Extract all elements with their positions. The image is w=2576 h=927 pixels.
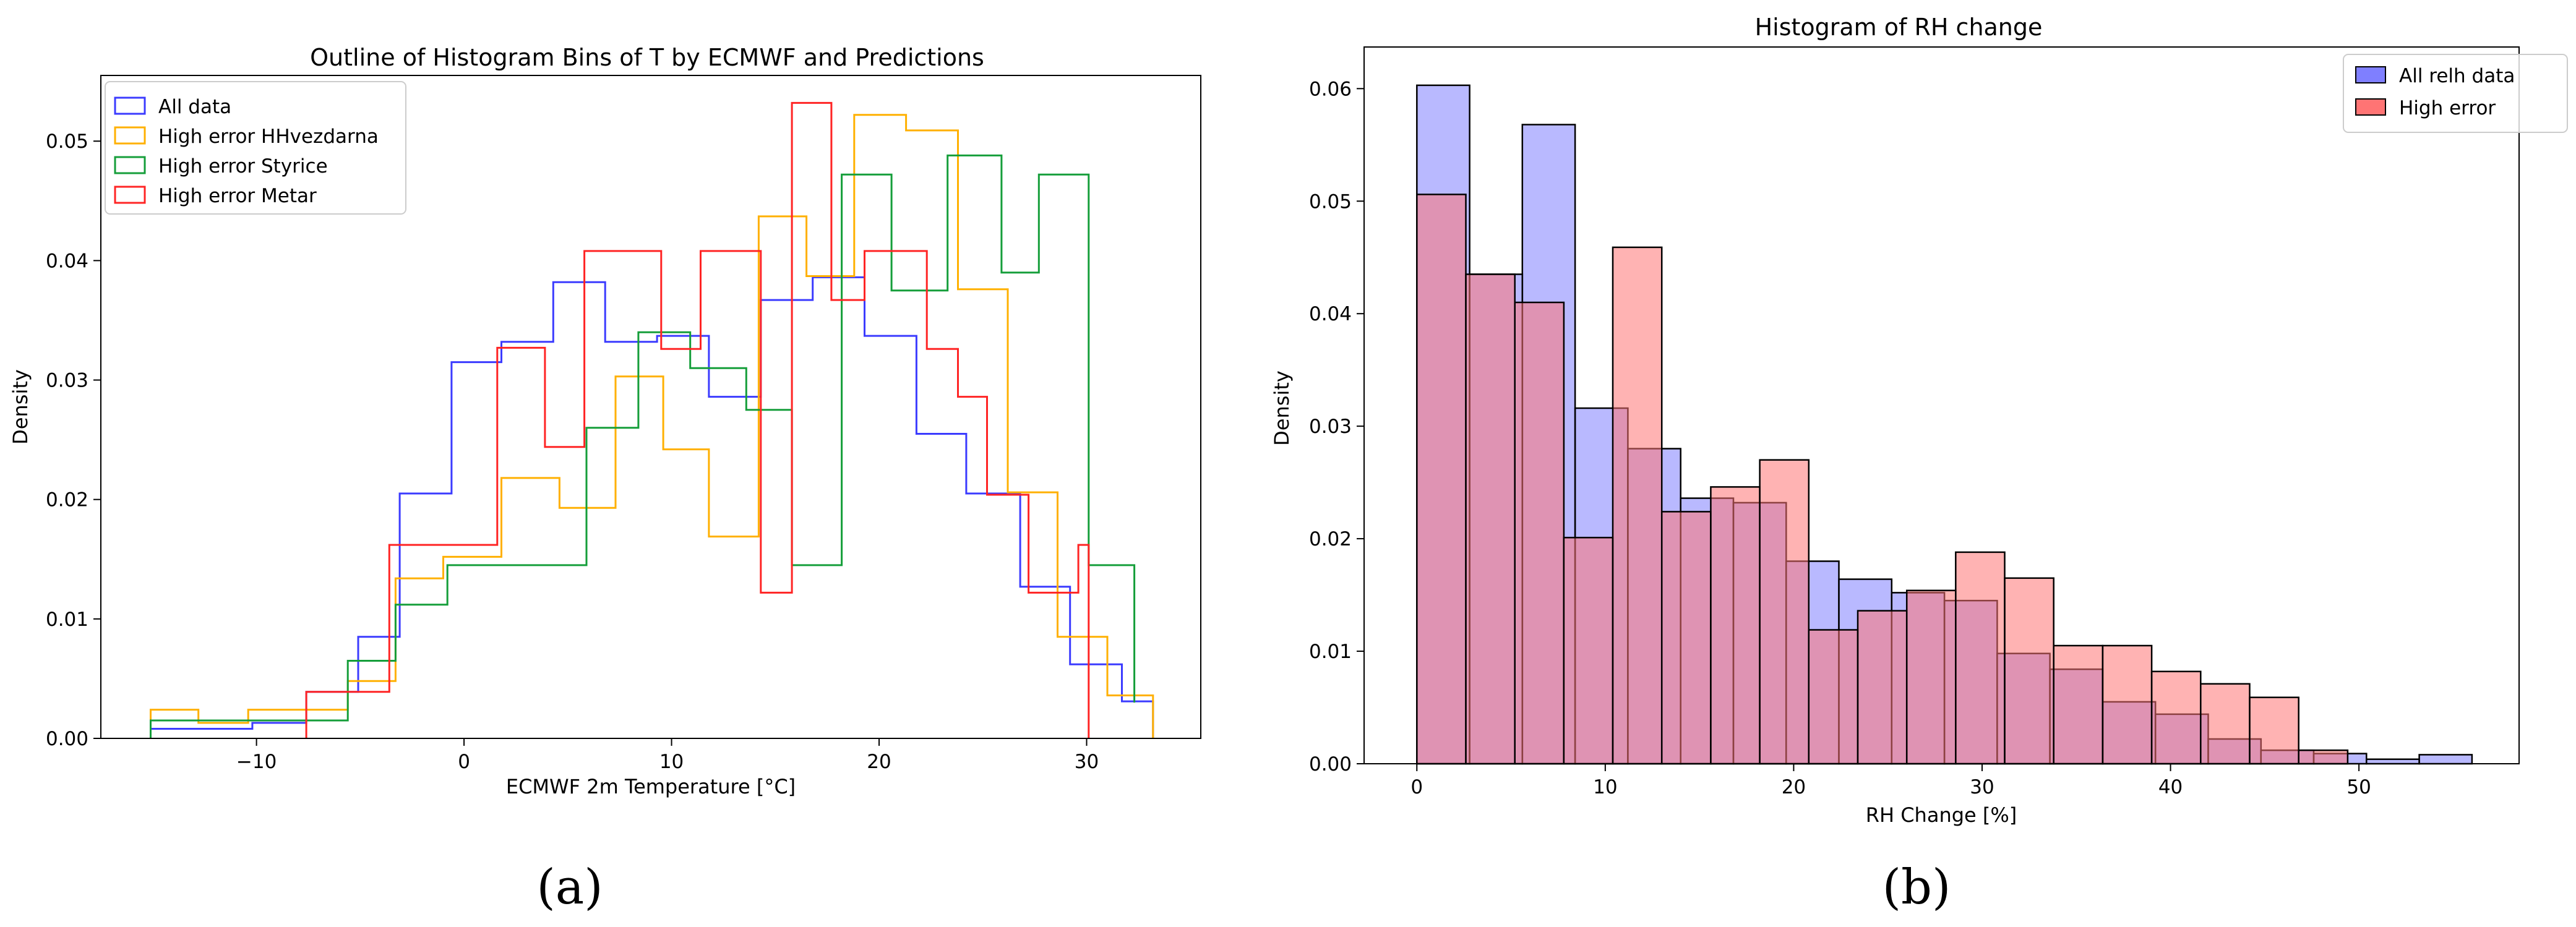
chart-a-x-ticks: −10 0 10 20 30 xyxy=(236,738,1099,773)
series-outline-high-error-metar xyxy=(305,101,1090,738)
x-tick-label: 40 xyxy=(2158,776,2183,798)
x-tick-label: 30 xyxy=(1970,776,1994,798)
bar-high-error xyxy=(2053,644,2104,765)
chart-b-legend-box xyxy=(2343,54,2568,133)
x-tick-label: 20 xyxy=(1782,776,1806,798)
bar-high-error xyxy=(1857,610,1908,765)
bar-high-error xyxy=(1514,301,1565,765)
y-tick-label: 0.01 xyxy=(1309,641,1352,663)
chart-b-legend: All relh data High error xyxy=(2343,54,2568,133)
x-tick-label: 0 xyxy=(1410,776,1423,798)
y-tick-label: 0.05 xyxy=(1309,190,1352,213)
bar-high-error xyxy=(2004,577,2054,765)
bar-high-error xyxy=(1612,246,1663,765)
y-tick-label: 0.02 xyxy=(1309,528,1352,550)
chart-b-y-ticks: 0.00 0.01 0.02 0.03 0.04 0.05 0.06 xyxy=(1309,78,1364,775)
panel-a-label: (a) xyxy=(536,860,603,915)
x-tick-label: −10 xyxy=(236,751,277,773)
legend-swatch-high-error-metar xyxy=(114,186,146,204)
chart-b-legend-items: All relh data High error xyxy=(2355,65,2515,119)
y-tick-label: 0.03 xyxy=(46,370,88,392)
chart-a-legend: All data High error HHvezdarna High error … xyxy=(105,81,406,215)
y-tick-label: 0.05 xyxy=(46,130,88,153)
chart-a-plot-area xyxy=(150,101,1154,738)
legend-swatch-high-error xyxy=(2355,98,2386,116)
x-tick-label: 10 xyxy=(659,751,684,773)
bar-all-relh-data xyxy=(2418,754,2473,765)
bar-high-error xyxy=(1905,589,1957,765)
bar-high-error xyxy=(1955,551,2006,765)
y-tick-label: 0.04 xyxy=(1309,303,1352,325)
bar-high-error xyxy=(2200,683,2251,765)
legend-label-high-error: High error xyxy=(2399,97,2496,119)
y-tick-label: 0.01 xyxy=(46,609,88,631)
bar-high-error xyxy=(2150,670,2202,765)
bar-all-relh-data xyxy=(2366,758,2420,765)
y-tick-label: 0.00 xyxy=(46,728,88,750)
bar-high-error xyxy=(1660,511,1712,765)
series-outline-all-data xyxy=(150,276,1154,738)
chart-a-legend-box xyxy=(105,81,406,215)
chart-a-axes-frame xyxy=(100,75,1201,739)
chart-b-x-axis-label: RH Change [%] xyxy=(1866,803,2017,827)
chart-b-x-ticks: 0 10 20 30 40 50 xyxy=(1410,764,2371,798)
legend-swatch-all-data xyxy=(114,96,146,115)
series-outline-high-error-styrice xyxy=(150,154,1136,738)
chart-b-title: Histogram of RH change xyxy=(1755,14,2043,41)
chart-a-x-axis-label: ECMWF 2m Temperature [°C] xyxy=(506,775,796,798)
bar-high-error xyxy=(2102,644,2153,765)
y-tick-label: 0.02 xyxy=(46,489,88,511)
legend-swatch-all-relh-data xyxy=(2355,66,2386,83)
chart-a-legend-items: All data High error HHvezdarna High error … xyxy=(114,96,379,207)
bar-high-error xyxy=(1416,194,1467,765)
y-tick-label: 0.04 xyxy=(46,250,88,272)
x-tick-label: 20 xyxy=(867,751,891,773)
chart-a-y-ticks: 0.00 0.01 0.02 0.03 0.04 0.05 xyxy=(46,130,101,750)
legend-label-high-error-metar: High error Metar xyxy=(158,185,317,207)
bar-high-error xyxy=(1710,486,1761,765)
bar-high-error xyxy=(1759,459,1810,765)
chart-a-title: Outline of Histogram Bins of T by ECMWF … xyxy=(310,44,984,71)
panel-b-label: (b) xyxy=(1883,860,1951,915)
chart-a-y-axis-label: Density xyxy=(9,369,32,445)
panel-b-bar-histogram: Histogram of RH change 0 10 20 30 40 50 0.000… xyxy=(1270,14,2568,915)
legend-label-all-data: All data xyxy=(158,96,231,118)
legend-swatch-high-error-hhvezdarna xyxy=(114,126,146,145)
bar-high-error xyxy=(1808,629,1859,765)
x-tick-label: 0 xyxy=(458,751,470,773)
x-tick-label: 50 xyxy=(2346,776,2371,798)
y-tick-label: 0.03 xyxy=(1309,416,1352,438)
chart-b-axes-frame xyxy=(1363,46,2520,764)
chart-b-plot-area xyxy=(1416,84,2473,765)
x-tick-label: 10 xyxy=(1593,776,1617,798)
y-tick-label: 0.00 xyxy=(1309,753,1352,775)
legend-label-high-error-hhvezdarna: High error HHvezdarna xyxy=(158,126,379,148)
legend-label-all-relh-data: All relh data xyxy=(2399,65,2515,87)
series-outline-high-error-hhvezdarna xyxy=(150,114,1154,738)
legend-label-high-error-styrice: High error Styrice xyxy=(158,155,328,177)
bar-high-error xyxy=(2298,749,2349,765)
chart-b-y-axis-label: Density xyxy=(1270,370,1294,446)
bar-high-error xyxy=(1465,273,1516,765)
legend-swatch-high-error-styrice xyxy=(114,156,146,174)
bar-high-error xyxy=(1563,537,1614,765)
y-tick-label: 0.06 xyxy=(1309,78,1352,100)
bar-high-error xyxy=(2249,696,2299,765)
panel-a-step-histogram: Outline of Histogram Bins of T by ECMWF … xyxy=(9,44,1201,915)
x-tick-label: 30 xyxy=(1075,751,1099,773)
